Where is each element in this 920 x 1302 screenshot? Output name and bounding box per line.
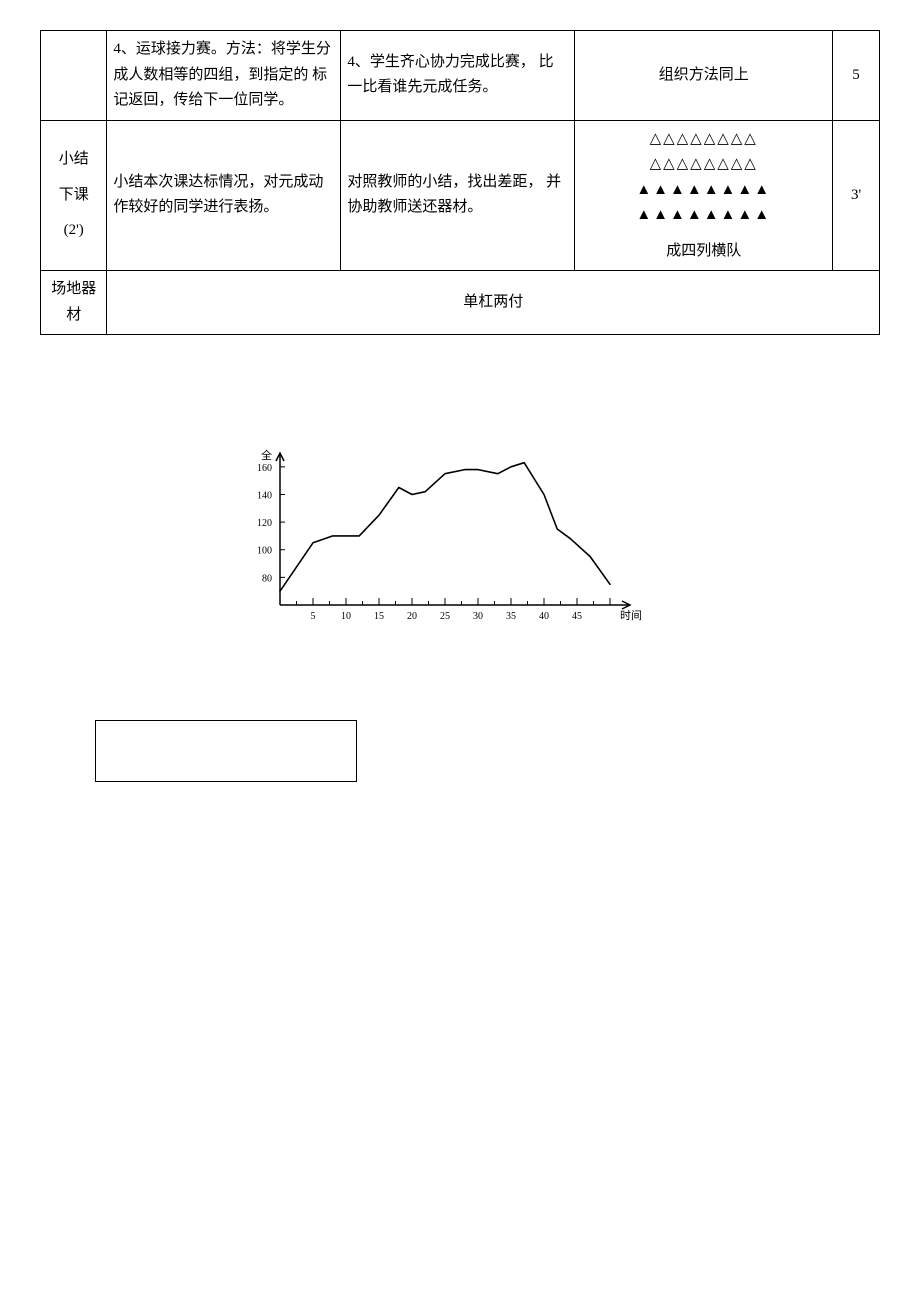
svg-text:15: 15	[374, 611, 384, 622]
svg-text:100: 100	[257, 546, 272, 557]
svg-text:35: 35	[506, 611, 516, 622]
formation-label: 成四列横队	[581, 239, 826, 265]
svg-text:30: 30	[473, 611, 483, 622]
student-activity-cell: 4、学生齐心协力完成比赛， 比一比看谁先元成任务。	[341, 31, 575, 121]
equipment-cell: 单杠两付	[107, 271, 880, 335]
table-row: 4、运球接力赛。方法：将学生分成人数相等的四组，到指定的 标记返回，传给下一位同…	[41, 31, 880, 121]
svg-text:5: 5	[311, 611, 316, 622]
table-row: 小结 下课 (2') 小结本次课达标情况，对元成动 作较好的同学进行表扬。 对照…	[41, 120, 880, 271]
teacher-activity-cell: 小结本次课达标情况，对元成动 作较好的同学进行表扬。	[107, 120, 341, 271]
phase-label: 小结	[47, 147, 100, 173]
phase-cell	[41, 31, 107, 121]
time-cell: 5	[833, 31, 880, 121]
phase-time: (2')	[47, 218, 100, 244]
svg-text:40: 40	[539, 611, 549, 622]
svg-text:20: 20	[407, 611, 417, 622]
time-cell: 3'	[833, 120, 880, 271]
formation-row-open: △△△△△△△△	[581, 127, 826, 153]
formation-row-solid: ▲▲▲▲▲▲▲▲	[581, 178, 826, 204]
organization-cell: △△△△△△△△ △△△△△△△△ ▲▲▲▲▲▲▲▲ ▲▲▲▲▲▲▲▲ 成四列横…	[575, 120, 833, 271]
lesson-plan-table: 4、运球接力赛。方法：将学生分成人数相等的四组，到指定的 标记返回，传给下一位同…	[40, 30, 880, 335]
organization-cell: 组织方法同上	[575, 31, 833, 121]
svg-text:全: 全	[261, 448, 272, 462]
phase-label: 下课	[47, 183, 100, 209]
empty-box	[95, 720, 357, 782]
phase-cell: 小结 下课 (2')	[41, 120, 107, 271]
line-chart-svg: 80 100 120 140 160全 5 10 15 20 25 30 35 40 45 时间	[230, 435, 670, 645]
svg-text:25: 25	[440, 611, 450, 622]
formation-row-open: △△△△△△△△	[581, 152, 826, 178]
teacher-activity-cell: 4、运球接力赛。方法：将学生分成人数相等的四组，到指定的 标记返回，传给下一位同…	[107, 31, 341, 121]
svg-text:140: 140	[257, 490, 272, 501]
table-row: 场地器材 单杠两付	[41, 271, 880, 335]
formation-row-solid: ▲▲▲▲▲▲▲▲	[581, 203, 826, 229]
svg-text:80: 80	[262, 573, 272, 584]
svg-text:时间: 时间	[620, 609, 642, 622]
equipment-label-cell: 场地器材	[41, 271, 107, 335]
equipment-label: 场地器材	[51, 281, 96, 323]
student-activity-cell: 对照教师的小结，找出差距， 并协助教师送还器材。	[341, 120, 575, 271]
svg-text:10: 10	[341, 611, 351, 622]
svg-text:120: 120	[257, 518, 272, 529]
heart-rate-chart: 80 100 120 140 160全 5 10 15 20 25 30 35 40 45 时间	[230, 435, 880, 650]
svg-text:160: 160	[257, 463, 272, 474]
svg-text:45: 45	[572, 611, 582, 622]
